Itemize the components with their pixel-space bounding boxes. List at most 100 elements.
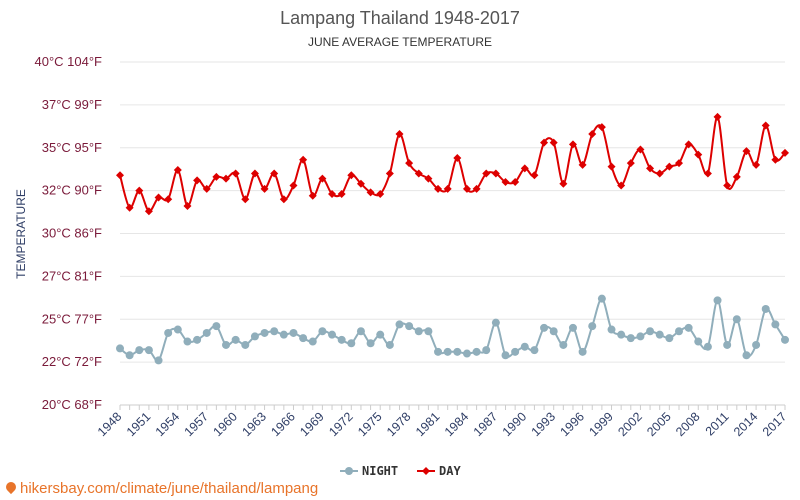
night-point-1966[interactable] — [289, 328, 298, 337]
night-point-1960[interactable] — [231, 335, 240, 344]
day-point-2016[interactable] — [771, 155, 780, 164]
night-point-1993[interactable] — [549, 327, 558, 336]
day-point-2005[interactable] — [665, 162, 674, 171]
day-point-2017[interactable] — [781, 148, 789, 157]
night-point-1972[interactable] — [347, 339, 356, 348]
legend-item-day[interactable]: DAY — [417, 464, 461, 478]
night-point-1951[interactable] — [144, 346, 153, 355]
day-point-1954[interactable] — [173, 166, 182, 175]
night-point-1983[interactable] — [453, 347, 462, 356]
night-point-1964[interactable] — [270, 327, 279, 336]
legend[interactable]: NIGHT DAY — [340, 464, 461, 478]
day-point-1985[interactable] — [472, 184, 481, 193]
night-point-1977[interactable] — [395, 320, 404, 329]
day-point-1968[interactable] — [308, 191, 317, 200]
night-point-1988[interactable] — [501, 351, 510, 360]
day-point-1976[interactable] — [385, 169, 394, 178]
day-point-1952[interactable] — [154, 193, 163, 202]
night-point-2007[interactable] — [684, 323, 693, 332]
night-point-1982[interactable] — [443, 347, 452, 356]
night-point-1978[interactable] — [405, 322, 414, 331]
day-point-2012[interactable] — [732, 172, 741, 181]
day-point-1981[interactable] — [434, 184, 443, 193]
day-point-2002[interactable] — [636, 145, 645, 154]
day-point-1975[interactable] — [376, 190, 385, 199]
night-point-1967[interactable] — [299, 334, 308, 343]
day-point-1949[interactable] — [125, 203, 134, 212]
day-point-1978[interactable] — [405, 159, 414, 168]
night-point-1992[interactable] — [540, 323, 549, 332]
night-point-1996[interactable] — [578, 347, 587, 356]
night-point-2005[interactable] — [665, 334, 674, 343]
day-point-2006[interactable] — [674, 159, 683, 168]
night-point-1955[interactable] — [183, 337, 192, 346]
night-point-1971[interactable] — [337, 335, 346, 344]
day-point-1982[interactable] — [443, 184, 452, 193]
night-point-1969[interactable] — [318, 327, 327, 336]
day-point-1965[interactable] — [279, 195, 288, 204]
day-point-1987[interactable] — [491, 169, 500, 178]
night-point-1979[interactable] — [414, 327, 423, 336]
night-point-1973[interactable] — [356, 327, 365, 336]
day-point-2000[interactable] — [617, 181, 626, 190]
day-point-2004[interactable] — [655, 169, 664, 178]
day-point-1964[interactable] — [270, 169, 279, 178]
night-point-1974[interactable] — [366, 339, 375, 348]
night-point-1998[interactable] — [597, 294, 606, 303]
day-point-1993[interactable] — [549, 138, 558, 147]
night-point-1959[interactable] — [222, 340, 231, 349]
day-point-1962[interactable] — [250, 169, 259, 178]
night-point-1991[interactable] — [530, 346, 539, 355]
night-point-1948[interactable] — [116, 344, 124, 353]
day-point-1948[interactable] — [116, 171, 124, 180]
day-point-1963[interactable] — [260, 184, 269, 193]
day-point-1966[interactable] — [289, 181, 298, 190]
day-point-1951[interactable] — [144, 207, 153, 216]
day-point-2009[interactable] — [703, 169, 712, 178]
legend-item-night[interactable]: NIGHT — [340, 464, 398, 478]
night-point-1956[interactable] — [193, 335, 202, 344]
night-point-2004[interactable] — [655, 330, 664, 339]
night-point-1968[interactable] — [308, 337, 317, 346]
night-point-1949[interactable] — [125, 351, 134, 360]
day-point-2014[interactable] — [752, 160, 761, 169]
night-point-1958[interactable] — [212, 322, 221, 331]
night-point-1989[interactable] — [511, 347, 520, 356]
night-point-1976[interactable] — [385, 340, 394, 349]
day-point-2003[interactable] — [646, 164, 655, 173]
night-point-1994[interactable] — [559, 340, 568, 349]
night-point-1986[interactable] — [482, 346, 491, 355]
day-point-1998[interactable] — [597, 123, 606, 132]
night-point-1961[interactable] — [241, 340, 250, 349]
day-point-1988[interactable] — [501, 178, 510, 187]
day-point-1996[interactable] — [578, 160, 587, 169]
source-link[interactable]: hikersbay.com/climate/june/thailand/lamp… — [3, 479, 318, 497]
day-point-1973[interactable] — [356, 179, 365, 188]
day-point-2015[interactable] — [761, 121, 770, 130]
day-point-2007[interactable] — [684, 140, 693, 149]
night-point-1997[interactable] — [588, 322, 597, 331]
night-point-2008[interactable] — [694, 337, 703, 346]
day-point-1961[interactable] — [241, 195, 250, 204]
day-point-1950[interactable] — [135, 186, 144, 195]
day-point-1970[interactable] — [328, 190, 337, 199]
day-point-1999[interactable] — [607, 162, 616, 171]
day-point-1994[interactable] — [559, 179, 568, 188]
night-point-2001[interactable] — [626, 334, 635, 343]
day-point-1953[interactable] — [164, 195, 173, 204]
night-point-1970[interactable] — [328, 330, 337, 339]
day-point-2013[interactable] — [742, 147, 751, 156]
night-point-1999[interactable] — [607, 325, 616, 334]
day-point-1979[interactable] — [414, 169, 423, 178]
day-point-1955[interactable] — [183, 202, 192, 211]
night-point-2011[interactable] — [723, 340, 732, 349]
day-point-1997[interactable] — [588, 130, 597, 139]
day-point-1960[interactable] — [231, 169, 240, 178]
night-point-1963[interactable] — [260, 328, 269, 337]
day-point-2001[interactable] — [626, 159, 635, 168]
night-point-1981[interactable] — [434, 347, 443, 356]
day-point-1989[interactable] — [511, 178, 520, 187]
night-point-2016[interactable] — [771, 320, 780, 329]
night-point-2013[interactable] — [742, 351, 751, 360]
night-point-1953[interactable] — [164, 328, 173, 337]
